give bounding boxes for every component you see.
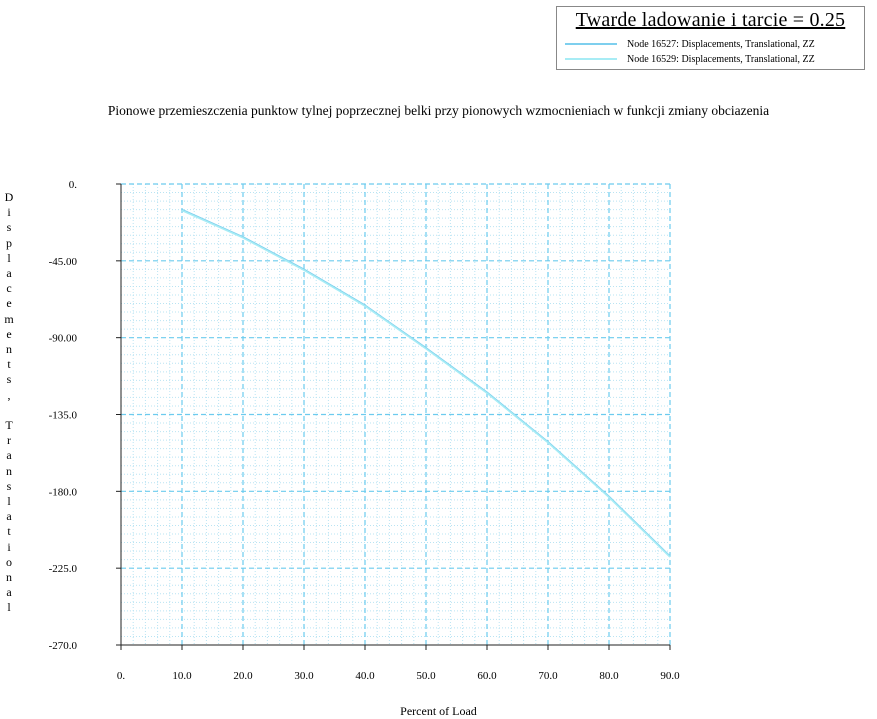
x-tick-label: 70.0 <box>538 670 558 682</box>
y-tick-label: -45.00 <box>49 256 78 268</box>
x-tick-label: 40.0 <box>355 670 375 682</box>
y-axis-label-char: n <box>6 570 12 585</box>
x-tick-label: 60.0 <box>477 670 497 682</box>
y-axis-label-char: T <box>5 418 13 433</box>
y-axis-label-char: r <box>7 433 11 448</box>
chart-title: Pionowe przemieszczenia punktow tylnej p… <box>107 103 770 118</box>
y-axis-label-char: a <box>6 266 12 281</box>
x-tick-label: 30.0 <box>294 670 314 682</box>
legend-swatch-2 <box>565 58 617 60</box>
y-axis-label-char: n <box>6 342 12 357</box>
y-axis-label-char: s <box>6 220 12 235</box>
legend-label-1: Node 16527: Displacements, Translational… <box>627 38 815 50</box>
y-axis-label-char: a <box>6 448 12 463</box>
y-axis-label-char: e <box>6 296 12 311</box>
y-axis-label-char: a <box>6 585 12 600</box>
y-axis-label-char: t <box>7 524 11 539</box>
y-axis-label-char: D <box>4 190 14 204</box>
legend: Twarde ladowanie i tarcie = 0.25 Node 16… <box>556 6 865 70</box>
y-axis-label-char: c <box>6 281 12 296</box>
y-axis-label-char: l <box>7 494 11 509</box>
y-tick-label: -225.0 <box>49 563 78 575</box>
x-tick-label: 20.0 <box>233 670 253 682</box>
y-tick-label: -135.0 <box>49 410 78 422</box>
legend-entry-1: Node 16527: Displacements, Translational… <box>565 37 858 51</box>
y-tick-label: -180.0 <box>49 486 78 498</box>
y-axis-label-char: s <box>6 372 12 387</box>
y-axis-label-char: s <box>6 478 12 493</box>
x-tick-label: 10.0 <box>172 670 192 682</box>
series-line-2 <box>181 209 671 558</box>
y-axis-label-char: p <box>6 235 12 250</box>
y-axis-label-char: o <box>6 554 12 569</box>
legend-label-2: Node 16529: Displacements, Translational… <box>627 53 815 65</box>
y-axis-label-char: t <box>7 357 11 372</box>
legend-swatch-1 <box>565 43 617 45</box>
y-axis-label-char: i <box>7 539 11 554</box>
y-axis-label-char: i <box>7 205 11 220</box>
y-axis-label-char: a <box>6 509 12 524</box>
y-axis-label-char: e <box>6 326 12 341</box>
x-tick-label: 0. <box>117 670 126 682</box>
y-axis-label-char: l <box>7 600 11 615</box>
x-axis-label: Percent of Load <box>400 704 477 718</box>
y-axis-label-char: m <box>4 311 14 326</box>
y-tick-label: -270.0 <box>49 640 78 652</box>
y-tick-label: 0. <box>69 179 78 191</box>
legend-title: Twarde ladowanie i tarcie = 0.25 <box>575 9 846 31</box>
x-tick-label: 50.0 <box>416 670 436 682</box>
y-axis-label-char: l <box>7 250 11 265</box>
y-axis-label-char: n <box>6 463 12 478</box>
x-tick-label: 80.0 <box>599 670 619 682</box>
y-tick-label: -90.00 <box>49 333 78 345</box>
y-axis-label-char: , <box>7 387 11 402</box>
x-tick-label: 90.0 <box>660 670 680 682</box>
legend-entry-2: Node 16529: Displacements, Translational… <box>565 52 858 66</box>
